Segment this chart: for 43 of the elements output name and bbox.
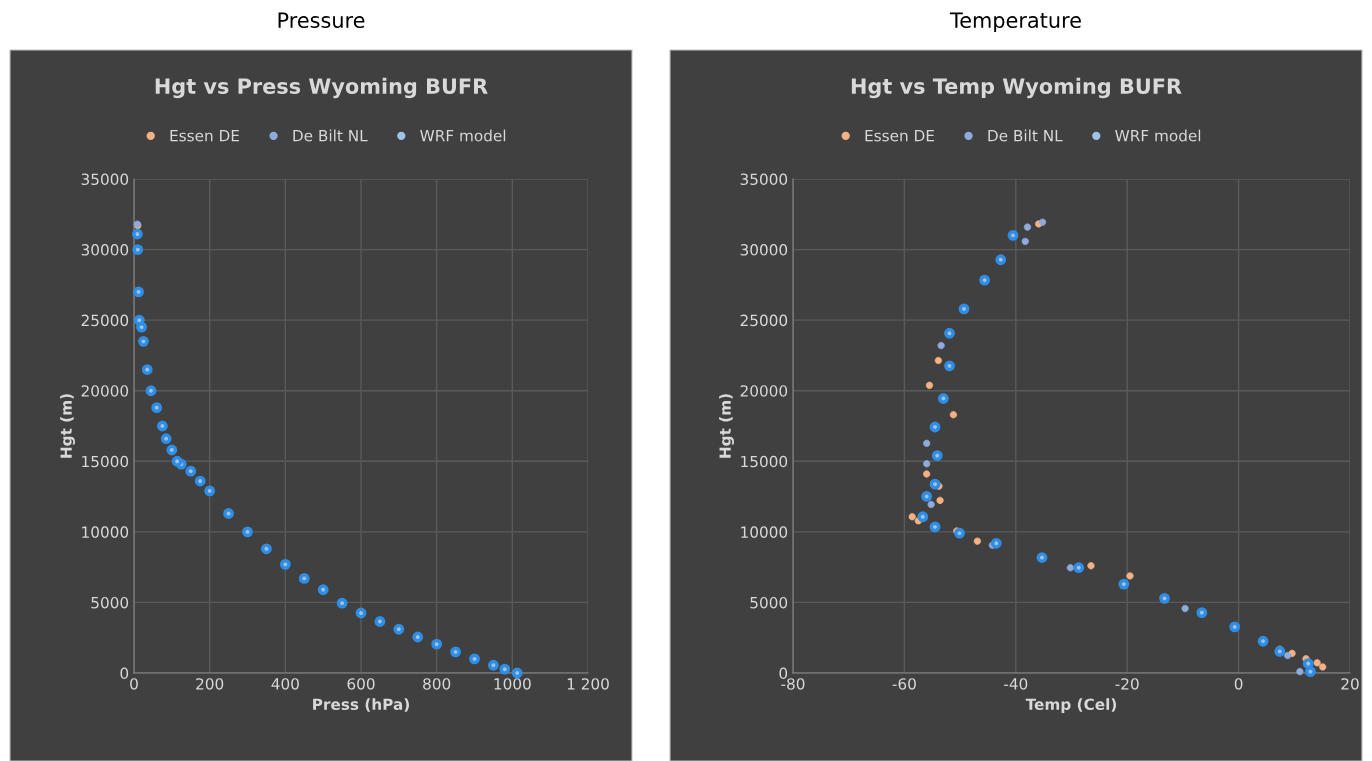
legend-label: WRF model (1115, 129, 1201, 142)
y-axis-title: Hgt (m) (60, 394, 75, 458)
x-tick-label: -40 (1004, 678, 1028, 690)
x-axis-title: Temp (Cel) (1025, 698, 1117, 713)
y-tick-label: 10000 (741, 526, 788, 538)
y-tick-label: 30000 (81, 244, 129, 256)
x-axis-title: Press (hPa) (313, 698, 409, 712)
chart-title: Temperature (949, 12, 1081, 33)
chart-title: Pressure (278, 12, 365, 29)
y-tick-label: 20000 (81, 385, 129, 397)
y-tick-label: 5000 (750, 596, 788, 609)
chart-subtitle: Hgt vs Temp Wyoming BUFR (851, 77, 1182, 99)
legend-label: Essen DE (170, 130, 239, 142)
x-tick-label: 20 (1341, 678, 1359, 690)
y-tick-label: 25000 (740, 314, 788, 327)
y-tick-label: 0 (120, 667, 129, 680)
x-tick-label: 0 (130, 678, 138, 690)
x-tick-label: 200 (196, 678, 224, 690)
y-tick-label: 25000 (81, 314, 129, 327)
chart-subtitle: Hgt vs Press Wyoming BUFR (155, 77, 488, 99)
x-tick-label: -60 (892, 678, 916, 690)
x-tick-label: -20 (1115, 678, 1139, 690)
y-tick-label: 30000 (740, 244, 788, 256)
y-axis-title: Hgt (m) (719, 394, 734, 458)
x-tick-label: 1 200 (567, 678, 609, 690)
x-tick-label: 600 (347, 678, 375, 690)
x-tick-label: -80 (781, 678, 805, 690)
y-tick-label: 5000 (91, 596, 129, 609)
y-tick-label: 15000 (741, 455, 788, 468)
y-tick-label: 20000 (740, 385, 788, 397)
x-tick-label: 400 (271, 678, 299, 690)
legend-label: WRF model (420, 129, 506, 142)
y-tick-label: 15000 (82, 455, 129, 468)
x-tick-label: 0 (1234, 678, 1243, 690)
legend-label: De Bilt NL (988, 129, 1063, 142)
y-tick-label: 0 (779, 667, 788, 680)
x-tick-label: 800 (423, 678, 451, 690)
legend-label: De Bilt NL (293, 129, 368, 142)
y-tick-label: 10000 (82, 526, 129, 538)
legend-label: Essen DE (865, 130, 934, 142)
x-tick-label: 1000 (494, 678, 531, 690)
y-tick-label: 35000 (81, 173, 129, 186)
y-tick-label: 35000 (740, 173, 788, 186)
